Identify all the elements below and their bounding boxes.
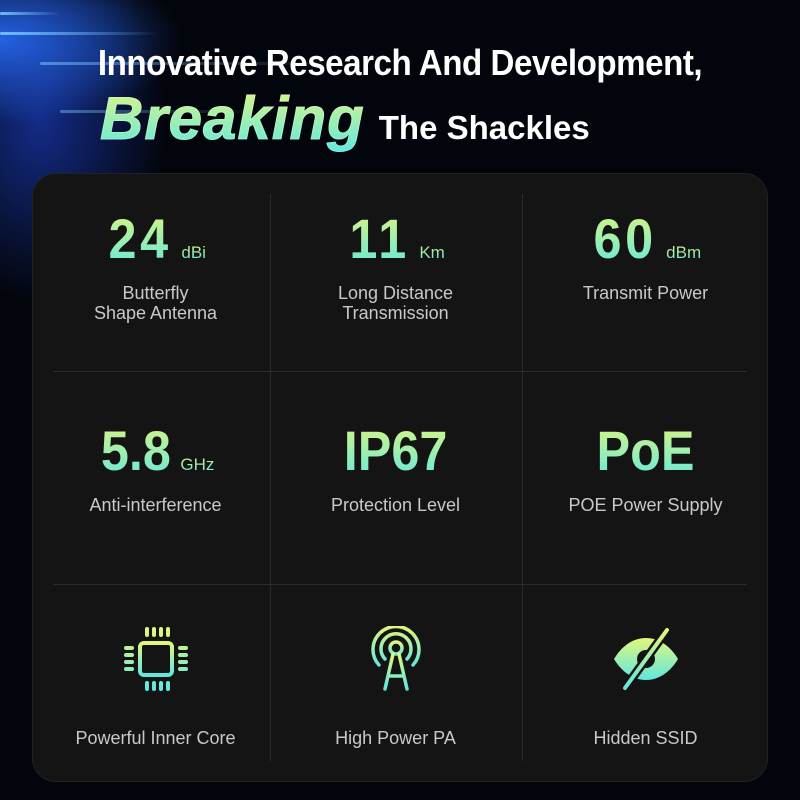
feature-value: 11 (349, 207, 410, 270)
feature-label: Powerful Inner Core (75, 728, 236, 748)
feature-label: Long Distance Transmission (337, 283, 454, 323)
feature-value: IP67 (343, 419, 448, 482)
light-streak (0, 32, 160, 35)
light-streak (60, 110, 260, 113)
light-streak (0, 12, 60, 15)
feature-label: Protection Level (330, 495, 461, 515)
feature-label: High Power PA (335, 728, 456, 748)
feature-protection: IP67 Protection Level (273, 418, 518, 515)
feature-distance: 11 Km Long Distance Transmission (273, 206, 518, 323)
feature-gain: 24 dBi Butterfly Shape Antenna (33, 206, 278, 323)
subheadline: Breaking The Shackles (100, 84, 590, 153)
feature-value: PoE (596, 419, 695, 482)
feature-core: Powerful Inner Core (33, 626, 278, 748)
features-card: 24 dBi Butterfly Shape Antenna 11 Km Long … (32, 173, 768, 782)
feature-label: Anti-interference (89, 495, 222, 515)
headline: Innovative Research And Development, (97, 42, 703, 83)
divider (270, 194, 271, 761)
feature-power: 60 dBm Transmit Power (523, 206, 768, 303)
divider (53, 584, 747, 585)
feature-ssid: Hidden SSID (523, 626, 768, 748)
chip-icon (123, 627, 188, 691)
headline-highlight: Breaking (100, 85, 365, 153)
feature-value: 24 (108, 207, 172, 270)
feature-frequency: 5.8 GHz Anti-interference (33, 418, 278, 515)
feature-label: Hidden SSID (593, 728, 698, 748)
feature-value: 60 (593, 207, 657, 270)
antenna-tower-icon (370, 626, 421, 691)
feature-label: Butterfly Shape Antenna (93, 283, 218, 323)
feature-label: POE Power Supply (568, 495, 723, 515)
feature-unit: Km (419, 243, 445, 262)
divider (522, 194, 523, 761)
feature-unit: GHz (180, 455, 215, 474)
eye-slash-icon (613, 627, 678, 691)
feature-poe: PoE POE Power Supply (523, 418, 768, 515)
feature-unit: dBm (666, 243, 702, 262)
headline-rest: The Shackles (378, 109, 590, 146)
feature-value: 5.8 (100, 419, 171, 482)
feature-unit: dBi (181, 243, 206, 262)
feature-label: Transmit Power (582, 283, 709, 303)
feature-pa: High Power PA (273, 626, 518, 748)
light-streak (40, 62, 340, 65)
divider (53, 371, 747, 372)
